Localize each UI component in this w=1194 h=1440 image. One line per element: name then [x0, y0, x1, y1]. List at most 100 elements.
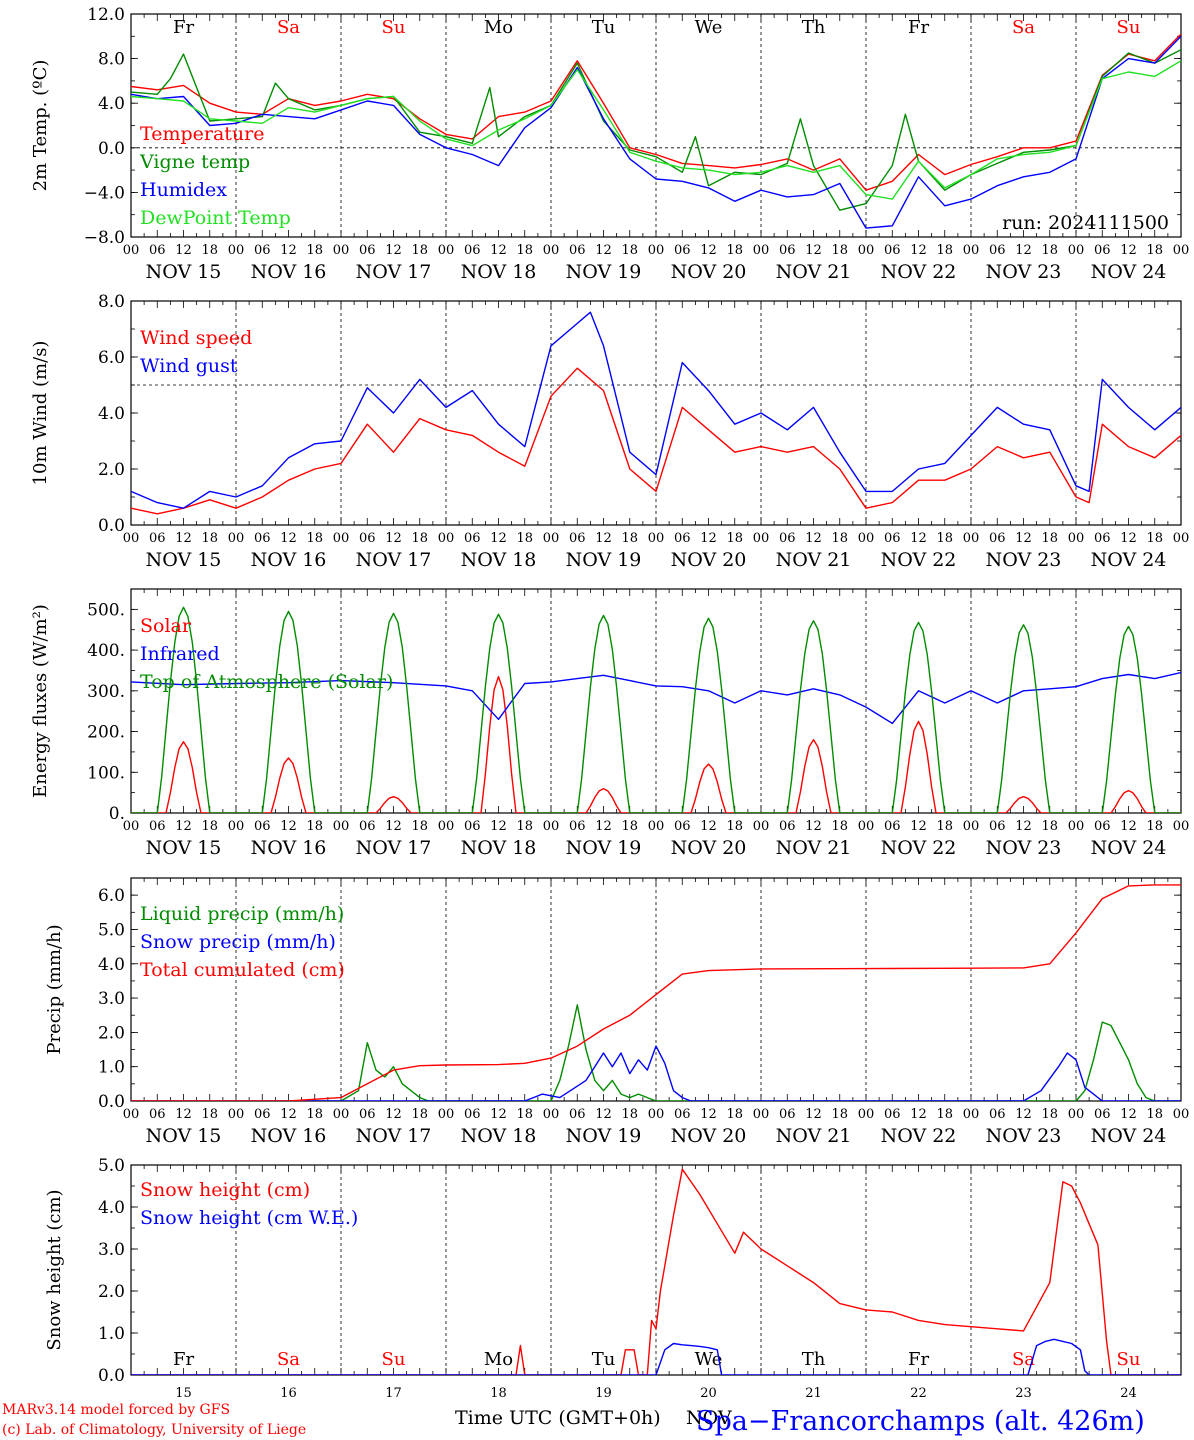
- hour-tick-label: 00: [858, 819, 875, 834]
- hour-tick-label: 06: [569, 1107, 586, 1122]
- hour-tick-label: 12: [1015, 1107, 1032, 1122]
- hour-tick-label: 18: [306, 243, 323, 258]
- day-number-label: 22: [910, 1386, 927, 1401]
- hour-tick-label: 18: [621, 819, 638, 834]
- weekday-label-top: Sa: [277, 17, 300, 38]
- month-label: NOV: [686, 1407, 732, 1429]
- legend-entry: Temperature: [140, 123, 264, 145]
- date-label: NOV 21: [776, 549, 852, 571]
- hour-tick-label: 00: [1068, 1107, 1085, 1122]
- hour-tick-label: 00: [963, 531, 980, 546]
- hour-tick-label: 06: [989, 819, 1006, 834]
- hour-tick-label: 00: [1068, 531, 1085, 546]
- hour-tick-label: 12: [805, 531, 822, 546]
- hour-tick-label: 18: [1041, 531, 1058, 546]
- y-tick-label: 8.0: [98, 50, 125, 70]
- hour-tick-label: 00: [438, 1107, 455, 1122]
- legend-entry: Infrared: [140, 643, 220, 665]
- panel-3: 0. 100. 200. 300. 400. 500. Energy fluxes (W/m…: [30, 588, 1189, 859]
- hour-tick-label: 12: [805, 1107, 822, 1122]
- hour-tick-label: 06: [359, 819, 376, 834]
- hour-tick-label: 18: [1146, 819, 1163, 834]
- time-axis-title: Time UTC (GMT+0h): [455, 1407, 661, 1429]
- y-tick-label: 4.0: [98, 404, 125, 424]
- hour-tick-label: 12: [910, 819, 927, 834]
- hour-tick-label: 00: [1173, 1107, 1190, 1122]
- hour-tick-label: 00: [648, 1107, 665, 1122]
- hour-tick-label: 18: [726, 819, 743, 834]
- hour-tick-label: 00: [858, 531, 875, 546]
- day-number-label: 21: [805, 1386, 822, 1401]
- hour-tick-label: 12: [595, 819, 612, 834]
- lab-credit: (c) Lab. of Climatology, University of L…: [2, 1422, 306, 1438]
- date-label: NOV 20: [671, 261, 747, 283]
- hour-tick-label: 18: [726, 1107, 743, 1122]
- hour-tick-label: 12: [175, 819, 192, 834]
- day-number-label: 23: [1015, 1386, 1032, 1401]
- hour-tick-label: 00: [1068, 243, 1085, 258]
- hour-tick-label: 00: [438, 243, 455, 258]
- hour-tick-label: 12: [1015, 243, 1032, 258]
- hour-tick-label: 12: [1015, 531, 1032, 546]
- hour-tick-label: 00: [228, 531, 245, 546]
- y-tick-label: 4.0: [98, 94, 125, 114]
- hour-tick-label: 06: [359, 1107, 376, 1122]
- y-tick-label: 0.0: [98, 516, 125, 536]
- y-tick-label: 8.0: [98, 292, 125, 312]
- date-label: NOV 16: [251, 261, 327, 283]
- hour-tick-label: 18: [411, 819, 428, 834]
- series-line-red: [131, 33, 1181, 191]
- date-label: NOV 16: [251, 549, 327, 571]
- date-label: NOV 16: [251, 837, 327, 859]
- weekday-label-bottom: Sa: [277, 1349, 300, 1370]
- y-tick-label: 3.0: [98, 989, 125, 1009]
- y-tick-label: 2.0: [98, 460, 125, 480]
- hour-tick-label: 12: [1015, 819, 1032, 834]
- series-line-green: [131, 49, 1181, 211]
- date-label: NOV 18: [461, 837, 537, 859]
- hour-tick-label: 00: [228, 819, 245, 834]
- weekday-label-bottom: Fr: [173, 1349, 194, 1370]
- series-group: [131, 606, 1181, 813]
- date-label: NOV 23: [986, 261, 1062, 283]
- hour-tick-label: 18: [201, 1107, 218, 1122]
- hour-tick-label: 00: [648, 531, 665, 546]
- date-label: NOV 18: [461, 549, 537, 571]
- hour-tick-label: 00: [438, 819, 455, 834]
- hour-tick-label: 00: [1173, 531, 1190, 546]
- weekday-label-top: Mo: [484, 17, 513, 38]
- hour-tick-label: 00: [123, 819, 140, 834]
- hour-tick-label: 18: [201, 531, 218, 546]
- y-tick-label: 0.0: [98, 139, 125, 159]
- legend-entry: Humidex: [140, 179, 227, 201]
- hour-tick-label: 12: [280, 531, 297, 546]
- hour-tick-label: 12: [490, 243, 507, 258]
- hour-tick-label: 00: [123, 243, 140, 258]
- hour-tick-label: 06: [1094, 243, 1111, 258]
- station-title: Spa−Francorchamps (alt. 426m): [696, 1406, 1145, 1437]
- weekday-label-bottom: Fr: [908, 1349, 929, 1370]
- hour-tick-label: 12: [385, 1107, 402, 1122]
- date-label: NOV 21: [776, 1125, 852, 1147]
- hour-tick-label: 12: [805, 819, 822, 834]
- hour-tick-label: 06: [674, 1107, 691, 1122]
- hour-tick-label: 00: [648, 819, 665, 834]
- hour-tick-label: 18: [516, 819, 533, 834]
- y-tick-label: 2.0: [98, 1023, 125, 1043]
- hour-tick-label: 12: [490, 531, 507, 546]
- hour-tick-label: 06: [884, 1107, 901, 1122]
- series-line-blue: [131, 1338, 1181, 1375]
- hour-tick-label: 00: [123, 531, 140, 546]
- hour-tick-label: 06: [254, 819, 271, 834]
- series-line-red: [131, 1168, 1181, 1375]
- hour-tick-label: 06: [674, 531, 691, 546]
- weekday-label-bottom: Tu: [592, 1349, 616, 1370]
- legend-entry: Snow height (cm): [140, 1179, 310, 1201]
- hour-tick-label: 06: [779, 1107, 796, 1122]
- y-tick-label: 0.0: [98, 1092, 125, 1112]
- date-label: NOV 15: [146, 261, 222, 283]
- hour-tick-label: 06: [884, 819, 901, 834]
- hour-tick-label: 12: [595, 531, 612, 546]
- date-label: NOV 19: [566, 549, 642, 571]
